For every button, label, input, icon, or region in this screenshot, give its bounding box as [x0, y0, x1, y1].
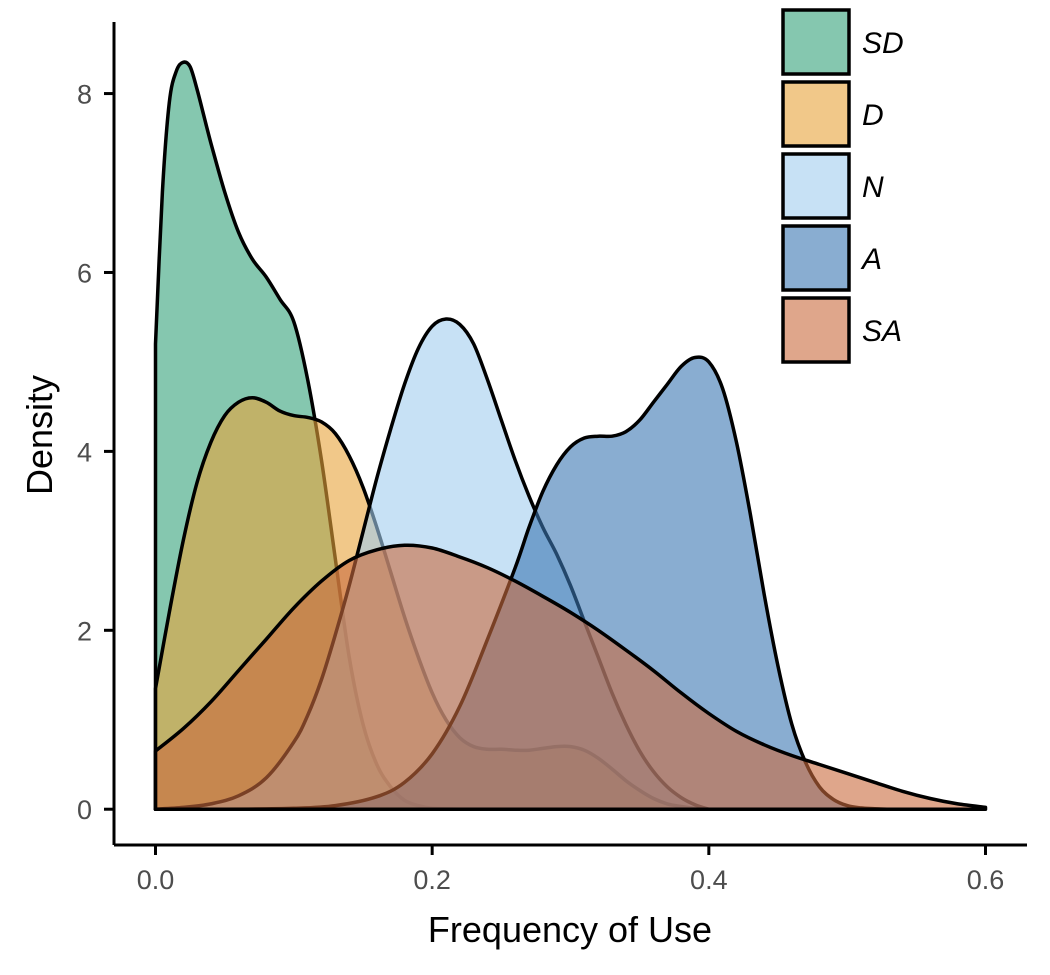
legend-swatch-n [781, 152, 851, 220]
x-tick-label: 0.6 [967, 865, 1005, 895]
y-tick-label: 0 [77, 795, 92, 825]
x-tick-label: 0.0 [137, 865, 175, 895]
legend-label-a: A [860, 243, 882, 276]
legend: SD D N A SA [781, 8, 904, 364]
plot-area [153, 60, 988, 811]
y-ticks: 0 2 4 6 8 [77, 80, 114, 825]
x-ticks: 0.0 0.2 0.4 0.6 [137, 845, 1005, 895]
legend-label-n: N [862, 171, 884, 204]
legend-label-d: D [862, 99, 884, 132]
legend-swatch-a [781, 224, 851, 292]
legend-label-sa: SA [862, 315, 902, 348]
y-axis-title: Density [19, 375, 60, 495]
y-tick-label: 2 [77, 616, 92, 646]
legend-swatch-d [781, 80, 851, 148]
y-tick-label: 8 [77, 80, 92, 110]
y-tick-label: 6 [77, 258, 92, 288]
legend-swatch-sa [781, 296, 851, 364]
legend-swatch-sd [781, 8, 851, 76]
axes [112, 22, 1027, 847]
density-area-sa [153, 543, 988, 811]
legend-label-sd: SD [862, 27, 904, 60]
y-tick-label: 4 [77, 437, 92, 467]
x-tick-label: 0.4 [690, 865, 728, 895]
x-tick-label: 0.2 [413, 865, 451, 895]
x-axis-title: Frequency of Use [428, 909, 712, 950]
